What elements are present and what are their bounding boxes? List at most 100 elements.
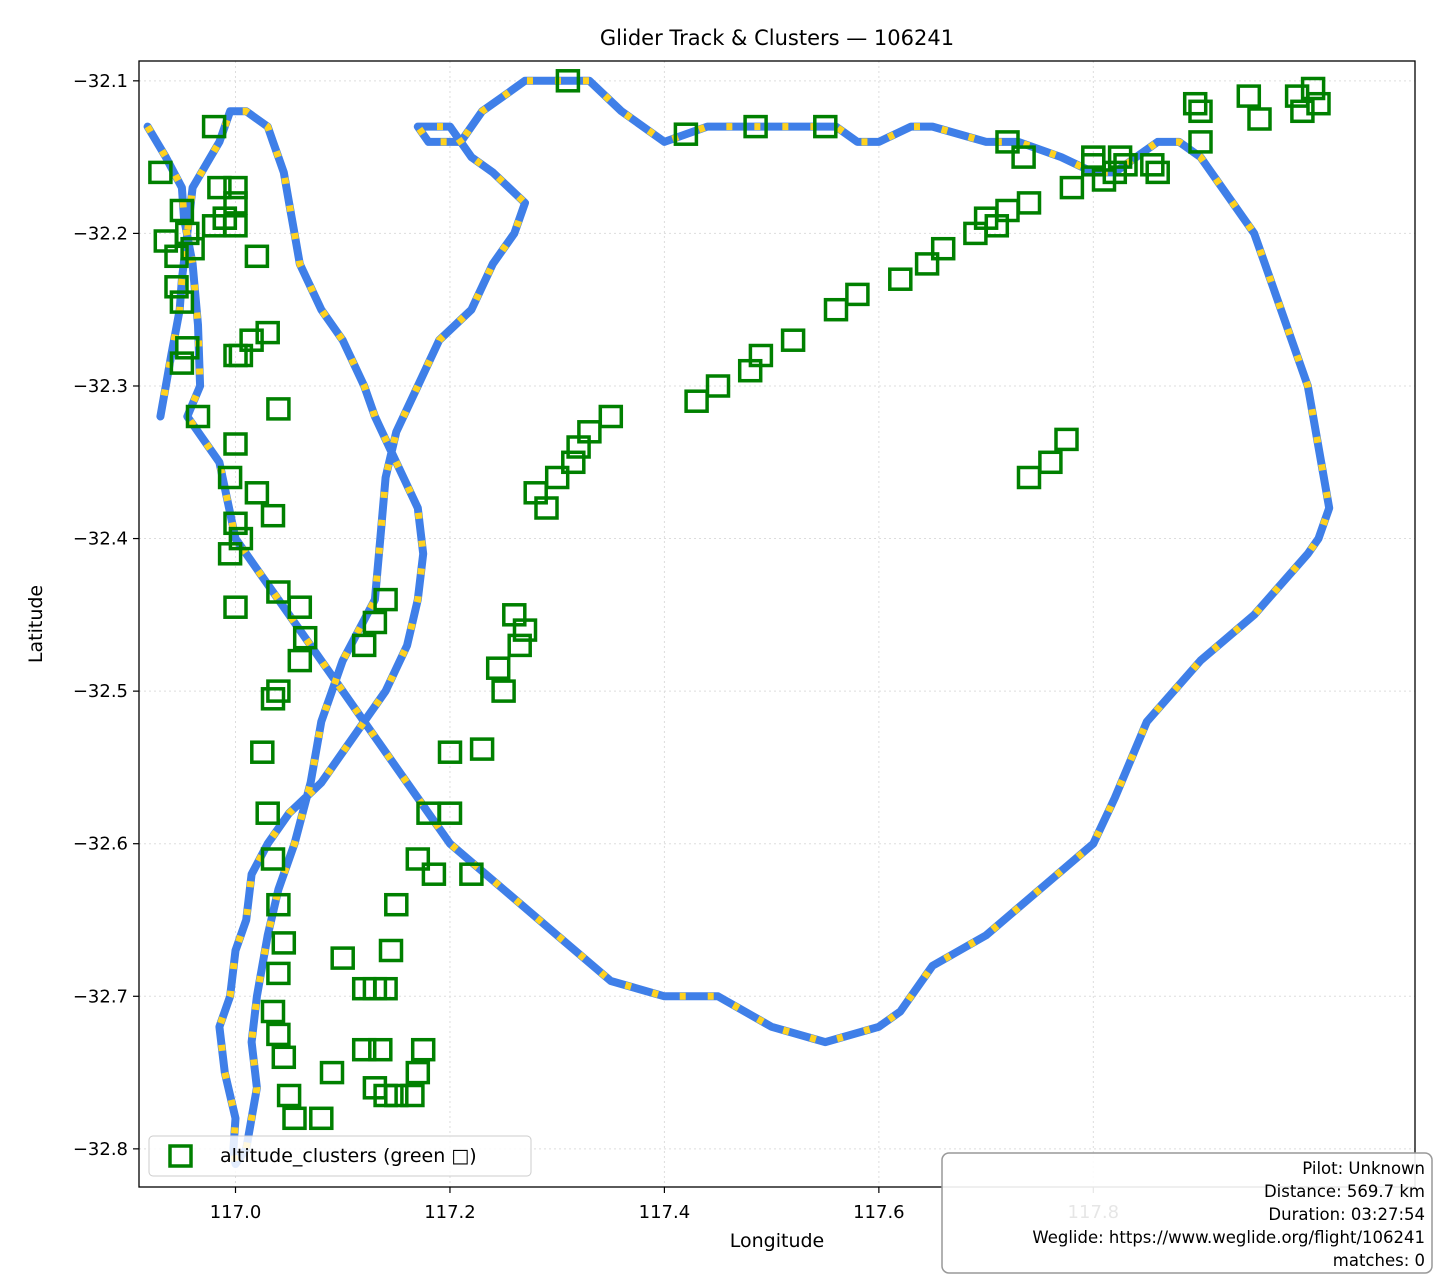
x-tick-label: 117.2 [424,1202,476,1223]
glider-track [143,76,1334,1169]
cluster-marker [1290,99,1315,124]
y-axis-label: Latitude [25,585,47,663]
x-tick-label: 117.6 [853,1202,905,1223]
matches-text: matches: 0 [1333,1251,1425,1270]
cluster-marker [266,892,291,917]
cluster-marker [287,595,313,619]
cluster-marker [598,404,624,429]
legend: altitude_clusters (green □) [148,1135,532,1177]
cluster-marker [260,503,286,528]
cluster-marker [555,69,581,93]
y-tick-label: −32.1 [73,71,128,92]
y-tick-label: −32.3 [73,376,128,397]
cluster-marker [469,737,495,761]
cluster-marker [502,603,527,627]
cluster-marker [507,633,532,658]
cluster-marker [271,1045,297,1070]
cluster-marker [384,892,409,917]
cluster-marker [217,465,243,490]
y-tick-label: −32.8 [73,1139,128,1160]
cluster-marker [351,976,377,1001]
cluster-marker [266,679,291,703]
cluster-marker [1247,107,1272,131]
cluster-marker [1182,91,1208,116]
cluster-marker [175,336,200,360]
cluster-marker [410,1037,436,1062]
cluster-marker [561,450,586,475]
duration-text: Duration: 03:27:54 [1268,1205,1425,1224]
cluster-marker [239,328,264,352]
cluster-marker [207,175,232,200]
cluster-marker [255,320,280,345]
chart-title: Glider Track & Clusters — 106241 [600,26,954,50]
x-tick-label: 117.4 [639,1202,691,1223]
cluster-marker [1059,175,1085,200]
cluster-marker [180,236,205,261]
info-box-frame [941,1152,1433,1274]
legend-box [148,1135,532,1177]
cluster-marker [566,435,591,459]
cluster-marker [223,343,248,368]
cluster-marker [491,679,516,703]
cluster-marker [845,282,870,307]
cluster-marker [271,931,297,955]
cluster-marker [1188,99,1213,124]
cluster-marker [266,397,291,421]
cluster-marker [287,648,313,673]
cluster-marker [421,862,447,886]
cluster-marker [223,511,248,536]
cluster-marker [544,465,570,490]
cluster-marker [485,656,511,680]
cluster-marker [266,580,291,604]
cluster-marker [780,328,806,352]
cluster-marker [1188,130,1213,154]
cluster-marker [260,999,286,1024]
cluster-marker [534,496,559,520]
cluster-marker [148,160,173,185]
cluster-marker [1107,145,1133,169]
weglide-link-text[interactable]: Weglide: https://www.weglide.org/flight/… [1032,1228,1425,1247]
cluster-marker [437,740,463,764]
cluster-marker [1054,427,1079,452]
cluster-marker [223,595,248,619]
cluster-marker [223,432,248,456]
cluster-marker [384,1083,409,1108]
cluster-marker [1091,168,1117,192]
cluster-marker [266,961,291,986]
cluster-marker [995,130,1020,154]
cluster-marker [362,610,388,635]
plot-frame [138,60,1416,1188]
y-tick-label: −32.5 [73,681,128,702]
plot-area [139,61,1415,1187]
cluster-marker [1306,91,1331,116]
cluster-marker [684,389,709,413]
cluster-marker [1140,153,1165,177]
cluster-marker [169,198,195,223]
cluster-marker [228,526,254,551]
cluster-marker [888,267,913,291]
cluster-marker [260,687,286,711]
pilot-text: Pilot: Unknown [1302,1159,1425,1178]
cluster-marker [705,374,731,398]
cluster-marker [169,290,195,314]
y-tick-label: −32.2 [73,223,128,244]
cluster-marker [276,1083,302,1108]
cluster-marker [255,801,280,825]
cluster-marker [813,114,838,139]
altitude-clusters [148,69,1331,1131]
cluster-marker [244,481,270,505]
cluster-marker [185,404,211,429]
cluster-marker [930,236,956,261]
cluster-marker [914,252,940,276]
cluster-marker [175,221,200,246]
distance-text: Distance: 569.7 km [1264,1182,1425,1201]
cluster-marker [405,847,431,871]
cluster-marker [743,114,768,139]
cluster-marker [673,122,699,146]
cluster-marker [1300,76,1326,101]
cluster-marker [319,1060,345,1085]
cluster-marker [292,625,318,650]
cluster-marker [437,801,463,825]
